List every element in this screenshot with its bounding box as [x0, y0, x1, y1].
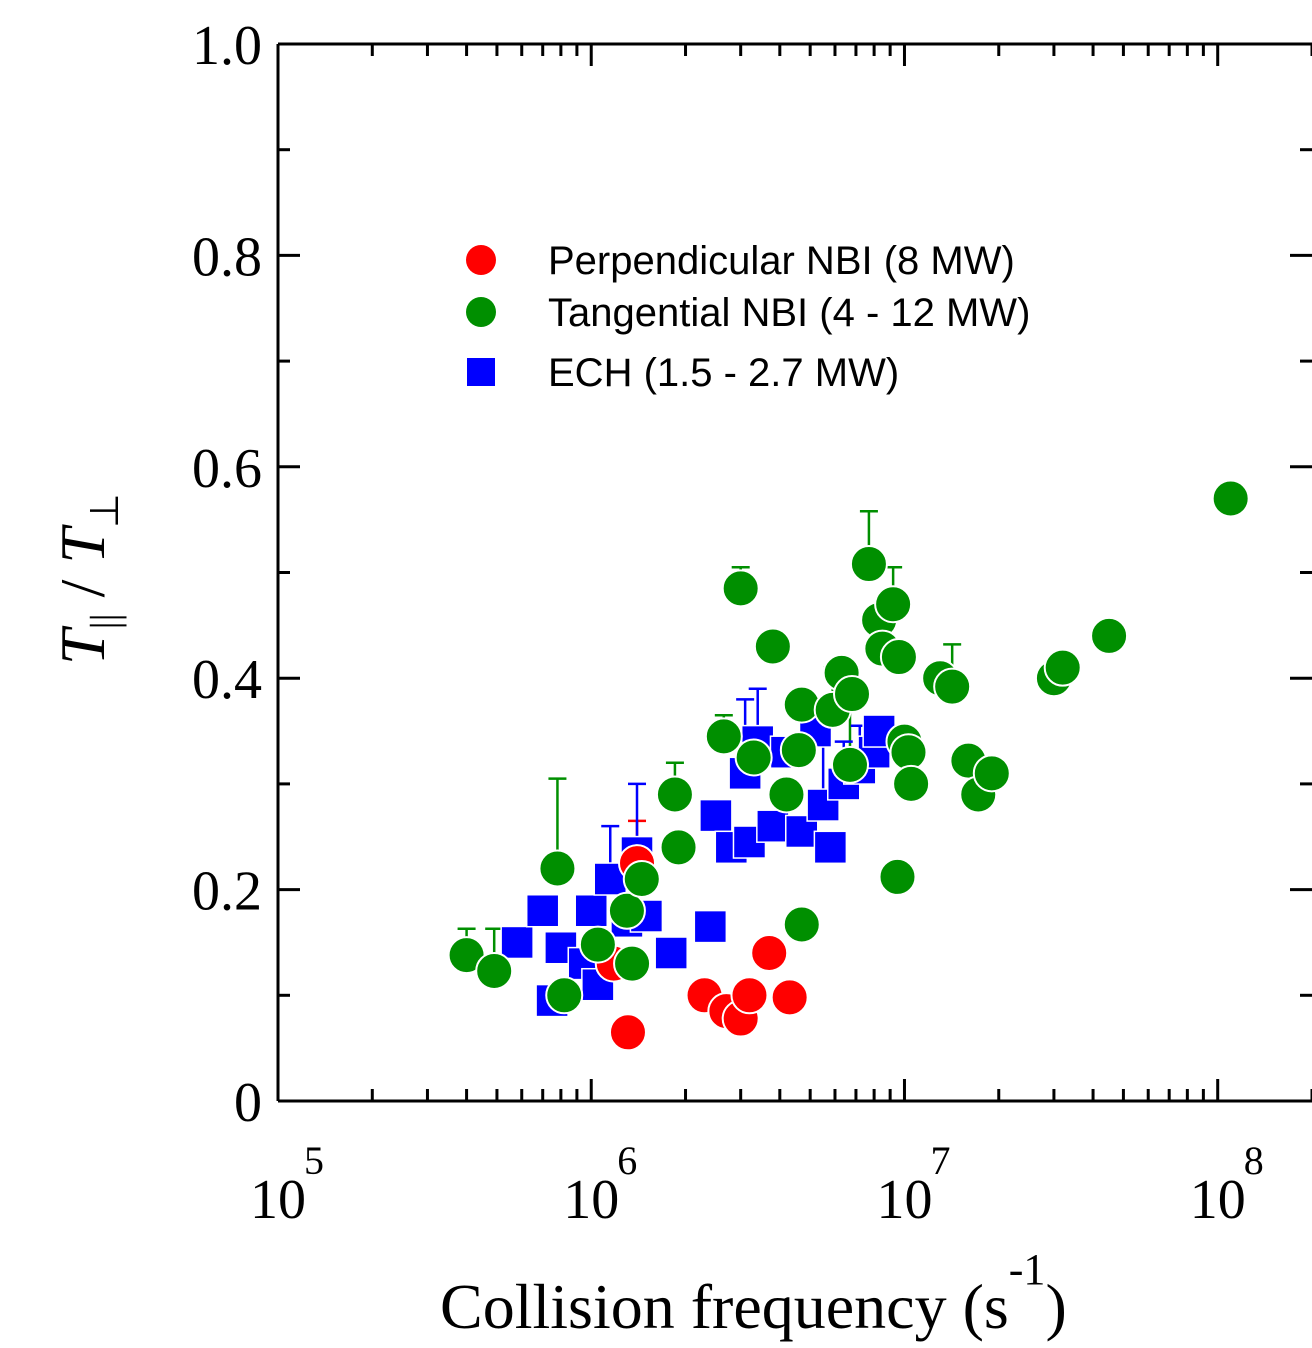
legend-label: Perpendicular NBI (8 MW) — [548, 239, 1015, 283]
data-point-circle — [475, 951, 514, 990]
data-point-square — [574, 893, 608, 928]
data-point-square — [813, 830, 848, 865]
data-point-circle — [770, 978, 809, 1017]
data-point-circle — [933, 667, 972, 706]
data-point-square — [693, 909, 728, 944]
data-point-square — [699, 798, 733, 833]
data-point-circle — [538, 849, 577, 888]
x-axis-title-text: Collision frequency (s — [440, 1271, 1009, 1342]
data-point-circle — [878, 857, 917, 896]
data-point-circle — [1090, 616, 1129, 655]
data-point-square — [756, 809, 790, 843]
y-tick-label: 1.0 — [192, 15, 262, 77]
data-point-circle — [704, 717, 743, 756]
x-tick-label-base: 10 — [250, 1169, 306, 1231]
data-point-circle — [578, 925, 617, 964]
x-tick-label-base: 10 — [563, 1169, 619, 1231]
y-tick-label: 0 — [234, 1072, 262, 1134]
y-tick-label: 0.6 — [192, 438, 262, 500]
data-point-square — [500, 925, 534, 960]
x-tick-label-exponent: 6 — [617, 1138, 637, 1183]
data-point-circle — [833, 675, 872, 714]
data-point-circle — [892, 764, 931, 803]
data-point-square — [785, 814, 819, 849]
data-point-circle — [874, 585, 913, 624]
x-tick-label-exponent: 7 — [930, 1138, 950, 1183]
data-point-square — [525, 893, 560, 928]
data-point-circle — [721, 569, 760, 608]
y-axis-title-parallel-subscript: || — [82, 613, 127, 629]
axes-layer — [276, 42, 1312, 1103]
y-tick-label: 0.4 — [192, 649, 262, 711]
x-tick-label: 105 — [250, 1138, 324, 1231]
x-tick-label-exponent: 8 — [1244, 1138, 1264, 1183]
x-tick-label: 106 — [563, 1138, 637, 1231]
legend: Perpendicular NBI (8 MW) Tangential NBI (… — [466, 239, 1030, 395]
data-point-circle — [730, 976, 769, 1015]
data-point-circle — [779, 731, 818, 770]
data-point-circle — [608, 1013, 647, 1052]
y-axis-title-t-perp: T — [47, 524, 118, 564]
data-point-circle — [655, 775, 694, 814]
data-point-circle — [1211, 479, 1250, 518]
legend-marker-circle — [466, 297, 496, 327]
data-point-circle — [782, 905, 821, 944]
data-point-circle — [879, 638, 918, 677]
data-point-square — [581, 967, 615, 1002]
y-tick-label: 0.2 — [192, 861, 262, 923]
data-point-circle — [753, 627, 792, 666]
x-tick-label: 108 — [1190, 1138, 1264, 1231]
x-axis-title-close: ) — [1045, 1271, 1066, 1342]
x-tick-label-base: 10 — [876, 1169, 932, 1231]
legend-marker-square — [467, 358, 495, 386]
y-axis-title-perp-subscript: ⊥ — [82, 493, 127, 528]
data-point-circle — [889, 733, 928, 772]
data-point-circle — [1043, 648, 1082, 687]
data-point-circle — [545, 976, 584, 1015]
data-point-circle — [767, 775, 806, 814]
y-axis-title-slash: / — [47, 564, 118, 614]
x-axis-title: Collision frequency (s-1) — [440, 1245, 1067, 1342]
x-tick-label: 107 — [876, 1138, 950, 1231]
data-point-circle — [849, 545, 888, 584]
data-point-circle — [750, 934, 789, 973]
data-point-circle — [622, 860, 661, 899]
y-tick-label: 0.8 — [192, 226, 262, 288]
legend-label: Tangential NBI (4 - 12 MW) — [548, 291, 1030, 335]
y-axis-title-t-parallel: T — [47, 625, 118, 665]
data-points-layer — [447, 479, 1250, 1052]
x-tick-label-base: 10 — [1190, 1169, 1246, 1231]
data-point-circle — [830, 745, 869, 784]
data-point-circle — [659, 828, 698, 867]
legend-marker-circle — [466, 245, 496, 275]
data-point-circle — [782, 685, 821, 724]
x-tick-label-exponent: 5 — [304, 1138, 324, 1183]
data-point-circle — [607, 891, 646, 930]
x-axis-title-exponent: -1 — [1009, 1245, 1046, 1294]
data-point-square — [654, 936, 688, 970]
legend-label: ECH (1.5 - 2.7 MW) — [548, 351, 899, 395]
data-point-circle — [613, 944, 652, 983]
data-point-circle — [972, 754, 1011, 793]
data-point-circle — [734, 738, 773, 777]
y-axis-title: T|| / T⊥ — [47, 493, 127, 665]
